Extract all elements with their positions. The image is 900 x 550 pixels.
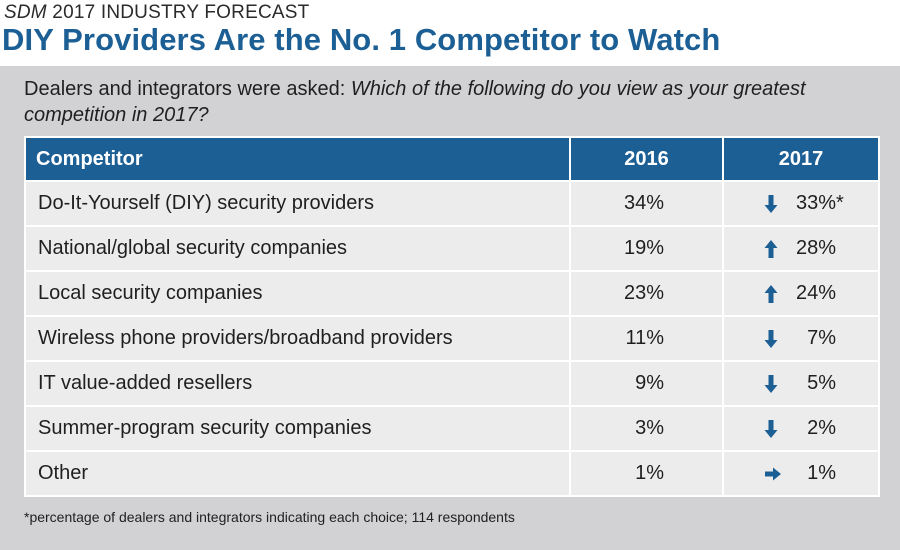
arrow-down-icon (764, 329, 778, 349)
kicker-text: 2017 INDUSTRY FORECAST (46, 2, 310, 23)
competitor-name: Local security companies (24, 270, 571, 317)
competitor-name: Summer-program security companies (24, 405, 571, 452)
publication-name: SDM (4, 2, 47, 23)
footnote-marker: * (836, 192, 844, 214)
competitor-name: IT value-added resellers (24, 360, 571, 407)
value-2016: 3% (569, 405, 724, 452)
competitor-table: Competitor 2016 2017 Do-It-Yourself (DIY… (24, 136, 880, 497)
value-2016: 19% (569, 225, 724, 272)
column-header-competitor: Competitor (24, 136, 571, 182)
cell-2017: 1% (722, 450, 880, 497)
cell-2017: 33% * (722, 180, 880, 227)
cell-2017: 2% (722, 405, 880, 452)
value-2016: 1% (569, 450, 724, 497)
table-row: IT value-added resellers 9% 5% (24, 360, 880, 407)
cell-2017: 5% (722, 360, 880, 407)
value-2016: 34% (569, 180, 724, 227)
value-2017: 2% (807, 417, 836, 439)
competitor-name: Wireless phone providers/broadband provi… (24, 315, 571, 362)
cell-2017: 7% (722, 315, 880, 362)
column-header-2017: 2017 (722, 136, 880, 182)
value-2017: 7% (807, 327, 836, 349)
value-2016: 23% (569, 270, 724, 317)
value-2017: 28% (795, 237, 836, 259)
cell-2017: 28% (722, 225, 880, 272)
arrow-up-icon (764, 239, 778, 259)
page-title: DIY Providers Are the No. 1 Competitor t… (2, 22, 721, 57)
table-row: Wireless phone providers/broadband provi… (24, 315, 880, 362)
question-text: Which of the following do you view as yo… (24, 78, 806, 126)
cell-2017: 24% (722, 270, 880, 317)
value-2016: 9% (569, 360, 724, 407)
table-row: National/global security companies 19% 28% (24, 225, 880, 272)
value-2017: 33% (795, 192, 836, 214)
table-header-row: Competitor 2016 2017 (24, 136, 880, 182)
chart-panel: Dealers and integrators were asked: Whic… (0, 66, 900, 550)
value-2017: 24% (795, 282, 836, 304)
arrow-down-icon (764, 374, 778, 394)
arrow-up-icon (764, 284, 778, 304)
value-2017: 5% (807, 372, 836, 394)
competitor-name: Do-It-Yourself (DIY) security providers (24, 180, 571, 227)
arrow-down-icon (764, 194, 778, 214)
value-2017: 1% (807, 462, 836, 484)
footnote: *percentage of dealers and integrators i… (24, 509, 515, 525)
competitor-name: Other (24, 450, 571, 497)
arrow-right-icon (764, 464, 781, 484)
competitor-name: National/global security companies (24, 225, 571, 272)
column-header-2016: 2016 (569, 136, 724, 182)
kicker: SDM 2017 INDUSTRY FORECAST (4, 2, 309, 24)
survey-question: Dealers and integrators were asked: Whic… (24, 76, 888, 128)
question-intro: Dealers and integrators were asked: (24, 78, 351, 100)
table-row: Other 1% 1% (24, 450, 880, 497)
table-row: Do-It-Yourself (DIY) security providers 3… (24, 180, 880, 227)
table-row: Summer-program security companies 3% 2% (24, 405, 880, 452)
value-2016: 11% (569, 315, 724, 362)
table-row: Local security companies 23% 24% (24, 270, 880, 317)
arrow-down-icon (764, 419, 778, 439)
table-body: Do-It-Yourself (DIY) security providers 3… (24, 180, 880, 497)
